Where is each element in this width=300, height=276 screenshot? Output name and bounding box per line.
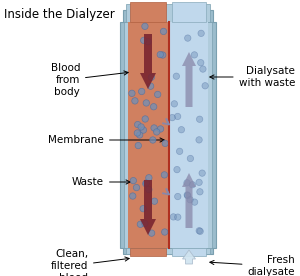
Circle shape — [198, 30, 204, 36]
Text: Inside the Dialyzer: Inside the Dialyzer — [4, 8, 115, 21]
Bar — [120, 22, 216, 248]
Circle shape — [139, 88, 145, 95]
Circle shape — [132, 98, 138, 104]
FancyArrow shape — [182, 173, 196, 228]
Circle shape — [200, 66, 206, 72]
Circle shape — [169, 115, 175, 121]
Circle shape — [174, 166, 180, 173]
Bar — [123, 10, 213, 22]
Text: Fresh
dialysate: Fresh dialysate — [210, 255, 295, 276]
Circle shape — [130, 193, 136, 199]
Bar — [130, 248, 166, 256]
Circle shape — [147, 83, 154, 89]
Circle shape — [174, 113, 181, 120]
Text: Dialysate
with waste: Dialysate with waste — [210, 66, 295, 88]
Circle shape — [191, 52, 198, 58]
Circle shape — [157, 126, 164, 132]
Circle shape — [148, 230, 155, 236]
Circle shape — [184, 35, 191, 41]
Bar — [130, 2, 166, 22]
Circle shape — [146, 174, 152, 181]
Circle shape — [143, 100, 149, 106]
Circle shape — [161, 229, 168, 235]
Circle shape — [140, 205, 146, 212]
Text: Clean,
filtered
blood: Clean, filtered blood — [51, 250, 129, 276]
Text: Membrane: Membrane — [48, 135, 164, 145]
Circle shape — [160, 52, 166, 58]
Circle shape — [142, 221, 148, 227]
Circle shape — [202, 83, 208, 89]
Circle shape — [196, 227, 202, 234]
Circle shape — [197, 189, 203, 195]
Circle shape — [196, 137, 202, 143]
Circle shape — [191, 199, 198, 205]
Circle shape — [175, 193, 181, 200]
Circle shape — [189, 182, 196, 188]
Circle shape — [143, 180, 150, 186]
Circle shape — [134, 121, 141, 128]
Circle shape — [187, 197, 193, 203]
Circle shape — [184, 192, 191, 199]
Circle shape — [145, 39, 151, 45]
Circle shape — [137, 221, 144, 227]
Circle shape — [175, 214, 181, 220]
Circle shape — [187, 155, 194, 162]
Circle shape — [154, 91, 161, 98]
Circle shape — [151, 104, 157, 110]
Circle shape — [148, 74, 154, 81]
Circle shape — [151, 198, 158, 205]
Circle shape — [134, 130, 141, 136]
Circle shape — [157, 51, 164, 58]
Circle shape — [135, 142, 142, 149]
Circle shape — [184, 180, 190, 186]
Circle shape — [136, 132, 143, 138]
Circle shape — [170, 214, 177, 220]
Circle shape — [133, 184, 140, 191]
Text: Waste: Waste — [72, 177, 130, 187]
Circle shape — [197, 60, 204, 66]
Bar — [172, 2, 206, 22]
FancyArrow shape — [182, 250, 196, 264]
Circle shape — [150, 137, 156, 143]
Circle shape — [196, 179, 202, 185]
Bar — [172, 248, 206, 256]
Circle shape — [197, 228, 203, 235]
Circle shape — [184, 192, 190, 198]
Bar — [128, 22, 168, 248]
Text: Blood
from
body: Blood from body — [50, 63, 128, 97]
Circle shape — [138, 124, 144, 130]
Circle shape — [130, 177, 136, 184]
Bar — [126, 4, 210, 22]
FancyArrow shape — [140, 180, 156, 235]
Bar — [126, 248, 210, 254]
Circle shape — [154, 129, 160, 135]
Circle shape — [151, 125, 157, 131]
Circle shape — [146, 186, 152, 193]
Bar — [170, 22, 208, 248]
Circle shape — [140, 37, 147, 44]
Bar — [123, 248, 213, 254]
Circle shape — [140, 127, 147, 133]
Circle shape — [160, 28, 167, 34]
Circle shape — [171, 101, 178, 107]
Circle shape — [199, 170, 206, 176]
Circle shape — [173, 73, 180, 79]
Circle shape — [176, 148, 183, 155]
Bar — [124, 22, 212, 248]
FancyArrow shape — [140, 34, 156, 89]
Circle shape — [142, 181, 149, 187]
FancyArrow shape — [182, 52, 196, 107]
Circle shape — [161, 172, 168, 178]
Circle shape — [196, 116, 203, 123]
Circle shape — [142, 116, 148, 122]
Circle shape — [142, 23, 148, 30]
Circle shape — [162, 140, 168, 147]
Circle shape — [129, 90, 135, 97]
Circle shape — [178, 126, 184, 133]
